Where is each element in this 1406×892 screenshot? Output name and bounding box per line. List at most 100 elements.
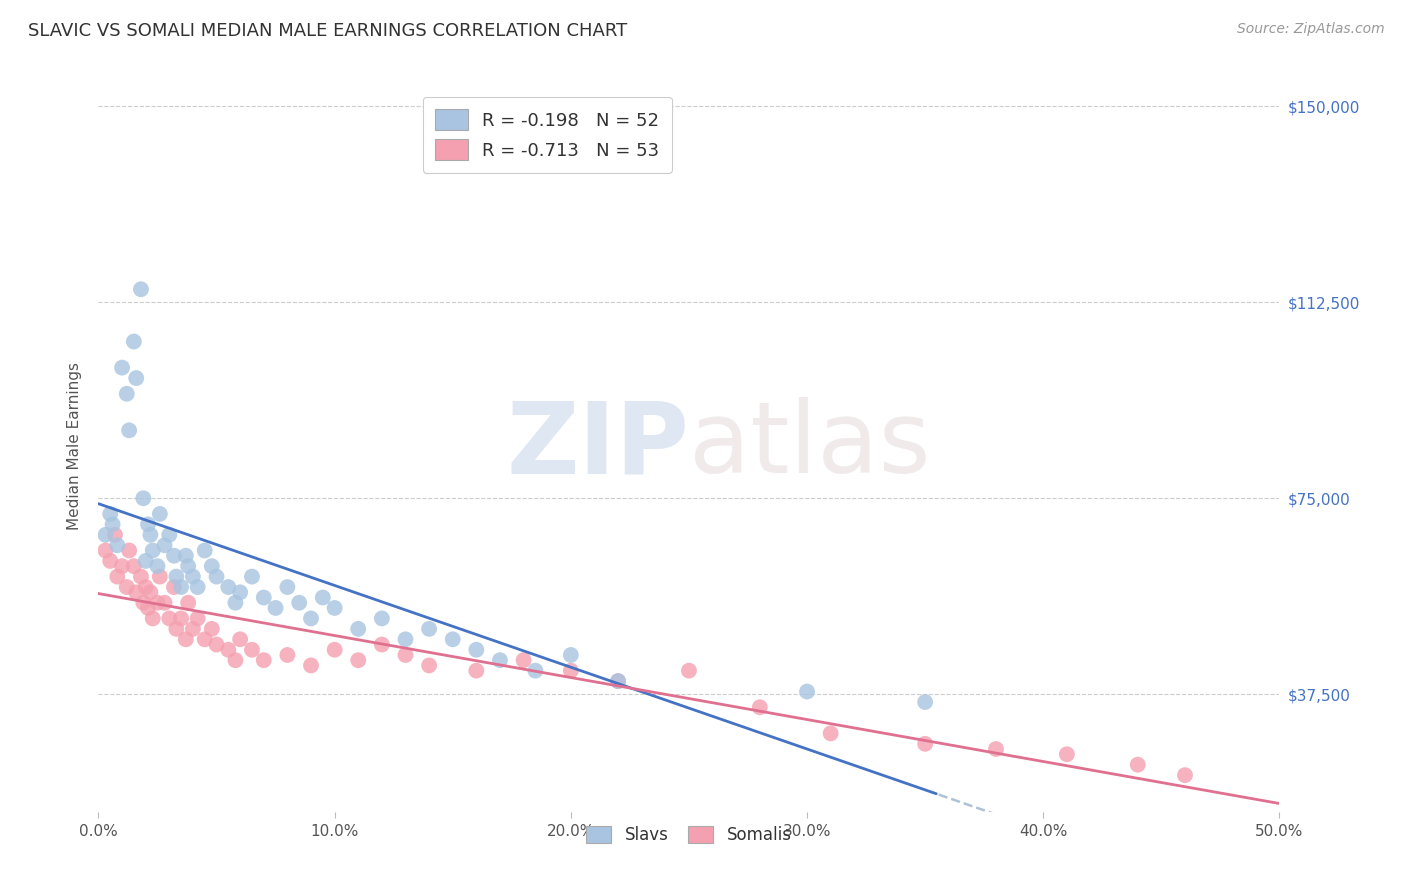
Point [299,658,322,673]
Point [524,664,547,678]
Point [276,648,298,662]
Point [146,596,169,610]
Point [177,596,200,610]
Point [253,591,276,605]
Point [984,742,1007,756]
Point [139,528,162,542]
Point [135,580,157,594]
Point [132,491,155,506]
Point [201,622,224,636]
Text: SLAVIC VS SOMALI MEDIAN MALE EARNINGS CORRELATION CHART: SLAVIC VS SOMALI MEDIAN MALE EARNINGS CO… [28,22,627,40]
Point [264,601,287,615]
Point [139,585,162,599]
Point [205,638,228,652]
Point [224,653,246,667]
Point [163,549,186,563]
Point [170,611,193,625]
Point [187,611,209,625]
Point [157,528,180,542]
Point [98,554,121,568]
Point [157,611,180,625]
Point [101,517,124,532]
Point [512,653,534,667]
Point [441,632,464,647]
Point [115,386,138,401]
Point [142,543,165,558]
Point [418,622,440,636]
Point [149,569,172,583]
Point [371,611,394,625]
Point [914,695,936,709]
Point [229,632,252,647]
Point [240,642,263,657]
Point [394,632,416,647]
Point [276,580,298,594]
Point [796,684,818,698]
Point [465,642,488,657]
Point [118,543,141,558]
Point [125,585,148,599]
Point [394,648,416,662]
Point [240,569,263,583]
Point [122,559,145,574]
Point [299,611,322,625]
Point [347,622,370,636]
Point [181,569,204,583]
Point [146,559,169,574]
Point [217,580,239,594]
Point [136,601,159,615]
Point [177,559,200,574]
Point [288,596,311,610]
Point [465,664,488,678]
Point [163,580,186,594]
Point [1126,757,1149,772]
Point [98,507,121,521]
Point [194,632,217,647]
Point [194,543,217,558]
Legend: Slavs, Somalis: Slavs, Somalis [579,820,799,851]
Point [135,554,157,568]
Point [94,528,117,542]
Text: Source: ZipAtlas.com: Source: ZipAtlas.com [1237,22,1385,37]
Point [312,591,335,605]
Point [181,622,204,636]
Text: atlas: atlas [689,398,931,494]
Point [229,585,252,599]
Point [129,282,152,296]
Point [607,674,630,689]
Point [105,569,128,583]
Point [125,371,148,385]
Point [560,664,582,678]
Point [94,543,117,558]
Point [142,611,165,625]
Point [153,596,176,610]
Point [489,653,512,667]
Point [678,664,700,678]
Point [1056,747,1078,762]
Point [323,601,346,615]
Point [347,653,370,667]
Point [132,596,155,610]
Text: ZIP: ZIP [506,398,689,494]
Y-axis label: Median Male Earnings: Median Male Earnings [67,362,83,530]
Point [205,569,228,583]
Point [149,507,172,521]
Point [820,726,842,740]
Point [111,559,134,574]
Point [560,648,582,662]
Point [914,737,936,751]
Point [607,674,630,689]
Point [153,538,176,552]
Point [253,653,276,667]
Point [122,334,145,349]
Point [748,700,770,714]
Point [201,559,224,574]
Point [105,538,128,552]
Point [418,658,440,673]
Point [165,569,187,583]
Point [136,517,159,532]
Point [129,569,152,583]
Point [118,423,141,437]
Point [170,580,193,594]
Point [371,638,394,652]
